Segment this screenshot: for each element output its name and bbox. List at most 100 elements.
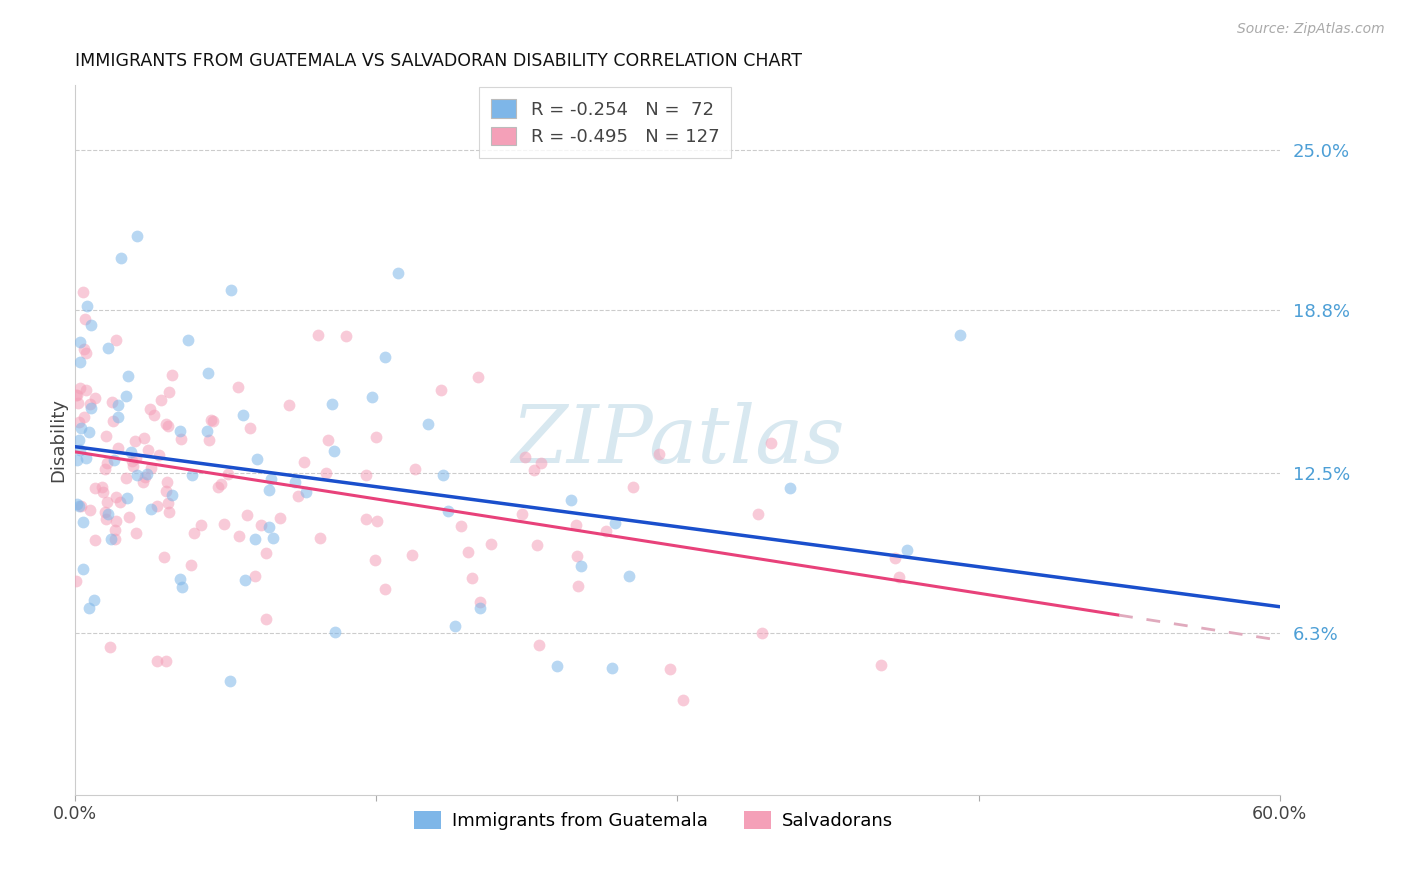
Point: [72, 285, 94, 299]
Point: [83, 592, 105, 607]
Point: [323, 625, 346, 640]
Point: [96, 495, 118, 509]
Point: [97, 341, 120, 355]
Point: [91, 484, 114, 499]
Point: [870, 658, 893, 673]
Point: [201, 414, 224, 428]
Point: [323, 444, 346, 458]
Point: [65, 574, 87, 588]
Point: [949, 327, 972, 342]
Point: [198, 433, 221, 447]
Point: [387, 267, 409, 281]
Point: [148, 448, 170, 462]
Point: [96, 512, 118, 526]
Point: [217, 467, 239, 481]
Point: [467, 370, 489, 384]
Point: [479, 537, 502, 551]
Point: [315, 466, 337, 480]
Point: [287, 489, 309, 503]
Point: [69, 443, 91, 458]
Point: [356, 467, 378, 482]
Point: [96, 456, 118, 470]
Point: [672, 693, 695, 707]
Point: [200, 413, 222, 427]
Point: [104, 523, 127, 537]
Point: [530, 456, 553, 470]
Point: [190, 517, 212, 532]
Point: [70, 500, 93, 514]
Point: [169, 432, 191, 446]
Point: [125, 525, 148, 540]
Point: [136, 467, 159, 482]
Point: [139, 502, 162, 516]
Point: [176, 333, 198, 347]
Point: [66, 387, 89, 401]
Point: [567, 579, 589, 593]
Point: [67, 433, 90, 447]
Point: [157, 505, 180, 519]
Point: [107, 410, 129, 425]
Point: [197, 366, 219, 380]
Point: [308, 531, 330, 545]
Point: [75, 346, 97, 360]
Point: [243, 532, 266, 546]
Point: [461, 571, 484, 585]
Point: [100, 532, 122, 546]
Point: [134, 431, 156, 445]
Point: [67, 415, 90, 429]
Point: [170, 580, 193, 594]
Point: [180, 558, 202, 573]
Legend: Immigrants from Guatemala, Salvadorans: Immigrants from Guatemala, Salvadorans: [406, 804, 900, 837]
Point: [120, 445, 142, 459]
Point: [527, 638, 550, 652]
Point: [284, 475, 307, 490]
Point: [69, 380, 91, 394]
Point: [658, 662, 681, 676]
Point: [121, 459, 143, 474]
Y-axis label: Disability: Disability: [49, 399, 67, 483]
Point: [257, 483, 280, 497]
Point: [118, 510, 141, 524]
Point: [114, 471, 136, 485]
Point: [146, 654, 169, 668]
Point: [100, 394, 122, 409]
Point: [747, 507, 769, 521]
Point: [443, 619, 465, 633]
Point: [110, 495, 132, 509]
Point: [67, 499, 90, 513]
Point: [98, 640, 121, 655]
Point: [72, 562, 94, 576]
Point: [233, 573, 256, 587]
Point: [73, 343, 96, 357]
Point: [127, 228, 149, 243]
Point: [316, 433, 339, 447]
Point: [75, 383, 97, 397]
Point: [143, 409, 166, 423]
Point: [127, 468, 149, 483]
Point: [115, 389, 138, 403]
Point: [80, 318, 103, 332]
Point: [887, 570, 910, 584]
Point: [436, 504, 458, 518]
Point: [232, 408, 254, 422]
Point: [619, 569, 641, 583]
Point: [374, 582, 396, 596]
Point: [97, 507, 120, 521]
Point: [79, 503, 101, 517]
Point: [145, 500, 167, 514]
Point: [160, 488, 183, 502]
Point: [72, 515, 94, 529]
Point: [404, 462, 426, 476]
Point: [457, 545, 479, 559]
Point: [69, 335, 91, 350]
Point: [647, 448, 669, 462]
Point: [212, 516, 235, 531]
Point: [155, 654, 177, 668]
Point: [155, 484, 177, 499]
Point: [560, 492, 582, 507]
Point: [366, 430, 388, 444]
Point: [139, 401, 162, 416]
Point: [107, 399, 129, 413]
Point: [79, 397, 101, 411]
Point: [76, 299, 98, 313]
